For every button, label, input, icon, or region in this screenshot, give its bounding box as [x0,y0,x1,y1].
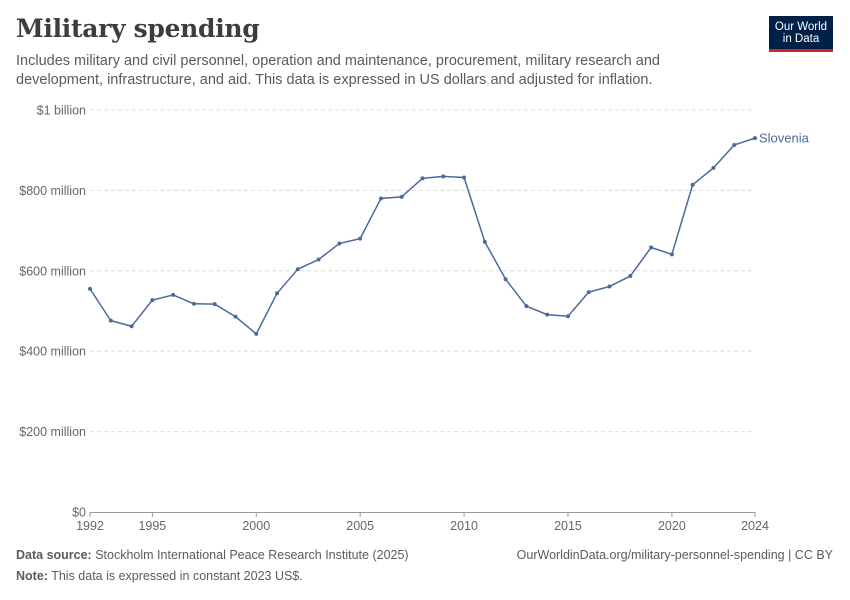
x-axis: 1992 1995 2000 2005 2010 2015 2020 2024 [76,512,769,533]
logo-line-2: in Data [782,32,820,45]
data-point[interactable] [503,277,508,282]
series-label-slovenia[interactable]: Slovenia [759,131,810,146]
data-point[interactable] [150,298,155,303]
data-point[interactable] [191,301,196,306]
data-point[interactable] [378,196,383,201]
x-tick-label: 1992 [76,519,104,533]
data-point[interactable] [545,312,550,317]
data-point[interactable] [420,176,425,181]
data-point[interactable] [88,286,92,291]
data-source-text[interactable]: Stockholm International Peace Research I… [95,548,409,562]
data-point[interactable] [669,252,674,257]
data-point[interactable] [254,331,259,336]
note-text: This data is expressed in constant 2023 … [51,569,303,583]
x-tick-label: 2000 [242,519,270,533]
series-layer: Slovenia [88,131,810,336]
data-point[interactable] [275,291,280,296]
data-point[interactable] [524,304,529,309]
data-point[interactable] [441,174,446,179]
data-point[interactable] [295,267,300,272]
x-tick-label: 2010 [450,519,478,533]
chart-note: Note: This data is expressed in constant… [16,569,303,583]
source-url-link[interactable]: OurWorldinData.org/military-personnel-sp… [516,548,833,562]
data-source-label: Data source: [16,548,92,562]
data-point[interactable] [628,274,633,279]
y-tick-label: $800 million [19,184,86,198]
data-point[interactable] [586,290,591,295]
data-point[interactable] [358,236,363,241]
data-point[interactable] [316,257,321,262]
data-point[interactable] [565,314,570,319]
data-point[interactable] [399,194,404,199]
data-source: Data source: Stockholm International Pea… [16,548,409,562]
y-tick-label: $200 million [19,425,86,439]
data-point[interactable] [129,324,134,329]
data-point[interactable] [108,318,113,323]
x-tick-label: 2024 [741,519,769,533]
data-point[interactable] [649,245,654,250]
logo-line-1: Our World [774,20,828,33]
data-point[interactable] [607,284,612,289]
y-axis-tick-labels: $0 $200 million $400 million $600 million $8… [19,104,86,520]
note-label: Note: [16,569,48,583]
series-line-slovenia[interactable] [89,137,756,335]
data-point[interactable] [482,239,487,244]
x-tick-label: 2020 [658,519,686,533]
data-point[interactable] [753,136,757,141]
chart-title: Military spending [16,14,260,43]
y-tick-label: $400 million [19,345,86,359]
data-point[interactable] [711,165,716,170]
data-point[interactable] [233,314,238,319]
x-tick-label: 2005 [346,519,374,533]
data-point[interactable] [337,241,342,246]
x-tick-label: 2015 [554,519,582,533]
chart-subtitle: Includes military and civil personnel, o… [16,53,660,88]
x-tick-label: 1995 [138,519,166,533]
y-tick-label: $600 million [19,264,86,278]
grid-lines [90,109,755,433]
data-point[interactable] [690,182,695,187]
data-point[interactable] [462,175,467,180]
logo-accent-bar [769,49,833,52]
data-point[interactable] [732,142,737,147]
y-tick-label: $0 [72,506,86,520]
data-point[interactable] [212,302,217,307]
data-point[interactable] [171,292,176,297]
y-tick-label: $1 billion [37,104,86,118]
owid-logo[interactable]: Our World in Data [769,16,833,52]
